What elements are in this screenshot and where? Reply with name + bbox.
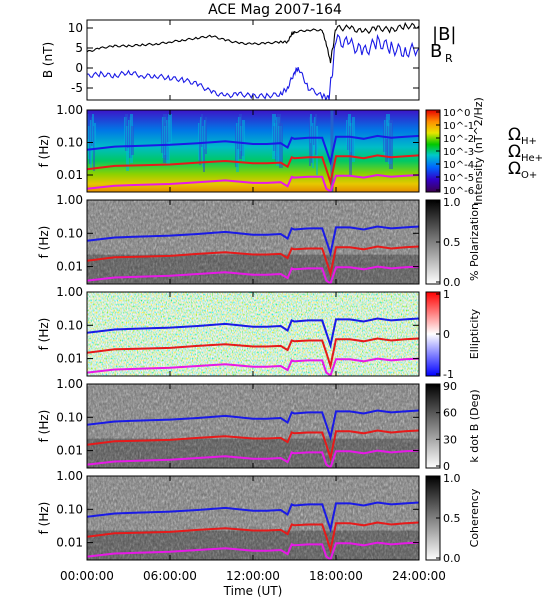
panel-3-colorbar-label: % Polarization [468, 203, 481, 281]
panel-2-ytick: 0.10 [56, 136, 83, 150]
panel-2-colorbar-tick: 10^-3 [443, 147, 474, 158]
x-tick-label: 12:00:00 [226, 569, 280, 583]
panel-5-colorbar-tick: 0 [443, 460, 450, 473]
x-axis-label: Time (UT) [223, 584, 283, 598]
panel-1-ytick: 10 [68, 21, 83, 35]
panel-2-gyrofreq-line-2 [87, 154, 419, 187]
panel-6-gyrofreq-line-3 [87, 541, 419, 560]
panel-2-ytick: 0.01 [56, 168, 83, 182]
x-tick-label: 18:00:00 [309, 569, 363, 583]
panel-6-gyrofreq-line-2 [87, 521, 419, 554]
chart-title: ACE Mag 2007-164 [208, 2, 342, 18]
panel-2-colorbar-tick: 10^-4 [443, 160, 474, 171]
panel-5-spectrogram [87, 384, 419, 468]
panel-4: 1.00 0.10 0.01 f (Hz) 1 0 -1 Ellipticity [37, 285, 481, 381]
panel-5-colorbar-label: k dot B (Deg) [468, 389, 481, 462]
panel-2-ylabel: f (Hz) [37, 135, 51, 168]
panel-1-ylabel: B (nT) [41, 42, 55, 78]
panel-2: 1.00 0.10 0.01 f (Hz) 10^0 10^-1 10^-2 10^-3 10^… [37, 97, 485, 205]
panel-4-spectrogram [87, 292, 419, 376]
panel-3-gyrofreq-line-3 [87, 265, 419, 284]
panel-6-gyrofreq-line-1 [87, 501, 419, 534]
panel-4-colorbar-tick: 0 [443, 328, 450, 341]
x-tick-label: 00:00:00 [60, 569, 114, 583]
panel-4-gyrofreq-line-3 [87, 357, 419, 376]
series-line-b-total [87, 21, 419, 64]
panel-5-ytick: 0.10 [56, 410, 83, 424]
panel-3-ylabel: f (Hz) [37, 226, 51, 259]
panel-3: 1.00 0.10 0.01 f (Hz) 1.0 0.5 0.0 % Polarizatio… [37, 193, 481, 289]
panel-4-colorbar-tick: -1 [443, 368, 454, 381]
legend-gyrofreq-2: Ω [508, 142, 521, 162]
panel-6-ylabel: f (Hz) [37, 502, 51, 535]
legend-gyrofreq-1-subscript: H+ [521, 136, 537, 147]
panel-5-colorbar-tick: 30 [443, 433, 457, 446]
panel-5-ylabel: f (Hz) [37, 410, 51, 443]
legend-gyrofreq-3-subscript: O+ [521, 170, 537, 181]
panel-5-ytick: 0.01 [56, 444, 83, 458]
panel-4-gyrofreq-line-2 [87, 337, 419, 370]
panel-5-ytick: 1.00 [56, 377, 83, 391]
panel-1-ytick: 0 [75, 61, 83, 75]
legend-b-r-subscript: R [445, 52, 453, 65]
x-tick-label: 06:00:00 [143, 569, 197, 583]
panel-6-colorbar-tick: 0.5 [443, 512, 461, 525]
panel-2-ytick: 1.00 [56, 103, 83, 117]
panel-6-ytick: 0.01 [56, 536, 83, 550]
legend-gyrofreq-3: Ω [508, 159, 521, 179]
panel-6-colorbar-label: Coherency [468, 488, 481, 547]
panel-2-gyrofreq-line-1 [87, 134, 419, 166]
panel-2-gyrofreq-line-3 [87, 173, 419, 192]
panel-4-colorbar-tick: 1 [443, 288, 450, 301]
panel-4-ytick: 1.00 [56, 285, 83, 299]
panel-5-colorbar-tick: 60 [443, 407, 457, 420]
panel-4-colorbar-label: Ellipticity [468, 308, 481, 359]
legend-b-total: |B| [432, 24, 456, 45]
panel-2-colorbar-tick: 10^0 [443, 108, 470, 119]
panel-1-ytick: -5 [71, 81, 83, 95]
panel-1: -5 0 5 10 B (nT) [41, 19, 420, 101]
panel-6-colorbar-tick: 1.0 [443, 472, 461, 485]
panel-5-gyrofreq-line-1 [87, 409, 419, 442]
panel-6-ytick: 1.00 [56, 469, 83, 483]
panel-1-ytick: 5 [75, 41, 83, 55]
panel-6-spectrogram [87, 476, 419, 560]
panel-2-spectrogram [87, 110, 419, 192]
x-tick-label: 24:00:00 [392, 569, 446, 583]
panel-3-colorbar-tick: 0.0 [443, 276, 461, 289]
legend-gyrofreq-2-subscript: He+ [521, 153, 543, 164]
panel-4-gyrofreq-line-1 [87, 317, 419, 350]
panel-4-ylabel: f (Hz) [37, 318, 51, 351]
panel-2-colorbar-tick: 10^-5 [443, 173, 474, 184]
panel-5-colorbar-tick: 90 [443, 380, 457, 393]
panel-5-gyrofreq-line-3 [87, 449, 419, 468]
panel-5-colorbar [425, 383, 441, 469]
panel-3-spectrogram [87, 200, 419, 284]
panel-6: 1.00 0.10 0.01 f (Hz) 1.0 0.5 0.0 Coherency [37, 469, 481, 565]
panel-5: 1.00 0.10 0.01 f (Hz) 90 60 30 0 k dot B (Deg) [37, 377, 481, 473]
panel-3-colorbar-tick: 0.5 [443, 236, 461, 249]
panel-4-ytick: 0.01 [56, 352, 83, 366]
panel-2-colorbar-tick: 10^-6 [443, 186, 474, 197]
legend-b-r: B [430, 41, 442, 62]
panel-4-ytick: 0.10 [56, 318, 83, 332]
series-line-b-r [87, 33, 419, 100]
panel-3-ytick: 0.10 [56, 226, 83, 240]
panel-6-ytick: 0.10 [56, 502, 83, 516]
legend-gyrofreq-1: Ω [508, 125, 521, 145]
panel-6-colorbar-tick: 0.0 [443, 552, 461, 565]
panel-3-gyrofreq-line-2 [87, 245, 419, 278]
panel-5-gyrofreq-line-2 [87, 429, 419, 462]
panel-2-colorbar-tick: 10^-1 [443, 121, 474, 132]
panel-2-colorbar-tick: 10^-2 [443, 134, 474, 145]
panel-3-ytick: 0.01 [56, 260, 83, 274]
panel-3-gyrofreq-line-1 [87, 225, 419, 258]
panel-2-colorbar-label: Intensity (nT^2/Hz) [472, 97, 485, 205]
panel-3-colorbar-tick: 1.0 [443, 196, 461, 209]
panel-3-ytick: 1.00 [56, 193, 83, 207]
